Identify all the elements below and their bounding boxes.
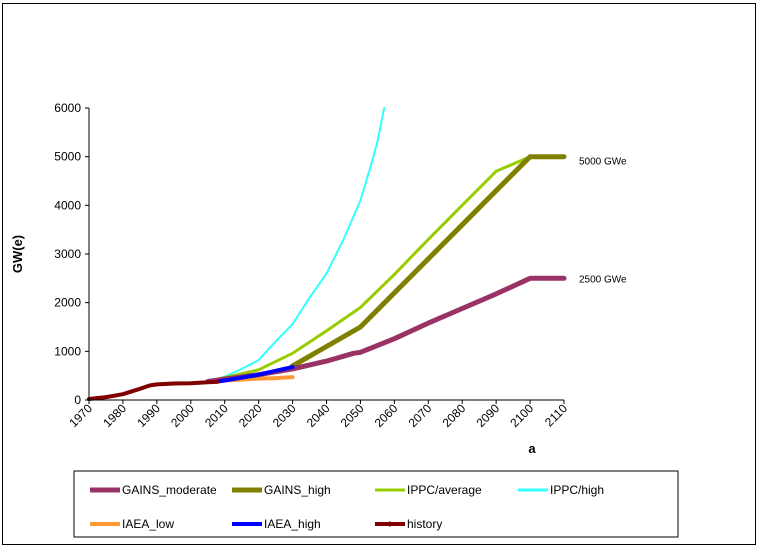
- axes: [85, 107, 565, 404]
- legend-item: IAEA_low: [90, 517, 174, 531]
- legend-item: history: [375, 517, 442, 531]
- annotation-5000: 5000 GWe: [579, 157, 627, 168]
- legend-label: GAINS_moderate: [122, 483, 217, 497]
- y-tick-label: 3000: [54, 247, 81, 261]
- legend-label: IPPC/high: [550, 483, 604, 497]
- x-tick-label: 2030: [270, 401, 299, 430]
- x-tick-label: 2110: [542, 401, 570, 429]
- series-line-ippc-average: [216, 155, 532, 381]
- series-line-history: [87, 379, 220, 401]
- x-tick-label: 2020: [236, 401, 265, 430]
- series-line-iaea-high: [215, 364, 295, 384]
- legend-item: GAINS_high: [232, 483, 331, 497]
- plot-area: [87, 107, 567, 401]
- y-tick-label: 0: [74, 393, 81, 407]
- x-tick-label: 2090: [473, 401, 502, 430]
- x-tick-label: 2080: [440, 401, 469, 430]
- y-tick-label: 4000: [54, 198, 81, 212]
- x-tick-label: 1980: [100, 401, 129, 430]
- legend-label: IAEA_low: [122, 517, 174, 531]
- x-tick-label: 2100: [507, 401, 536, 430]
- x-tick-label: 2010: [202, 401, 231, 430]
- y-tick-label: 5000: [54, 150, 81, 164]
- legend-item: IPPC/average: [375, 483, 482, 497]
- series-line-gains-moderate: [205, 275, 567, 384]
- annotation-2500: 2500 GWe: [579, 274, 627, 285]
- x-tick-label: 2060: [372, 401, 401, 430]
- x-axis-title: a: [528, 441, 536, 456]
- x-tick-label: 2000: [168, 401, 197, 430]
- legend-label: GAINS_high: [264, 483, 331, 497]
- chart-frame: [2, 3, 756, 545]
- y-tick-label: 1000: [54, 344, 81, 358]
- y-tick-label: 2000: [54, 296, 81, 310]
- x-tick-label: 2050: [338, 401, 367, 430]
- x-tick-label: 2070: [406, 401, 435, 430]
- y-tick-labels: 0 1000 2000 3000 4000 5000 6000: [54, 101, 81, 407]
- legend-item: IPPC/high: [518, 483, 604, 497]
- legend-label: IAEA_high: [264, 517, 321, 531]
- series-line-ippc-high: [216, 107, 386, 380]
- x-tick-labels: 1970 1980 1990 2000 2010 2020 2030 2040 2050 2060…: [66, 401, 570, 430]
- y-axis-title: GW(e): [10, 235, 25, 273]
- series-line-gains-high: [290, 154, 567, 369]
- legend-item: GAINS_moderate: [90, 483, 217, 497]
- x-tick-label: 2040: [304, 401, 333, 430]
- legend-item: IAEA_high: [232, 517, 321, 531]
- legend: GAINS_moderate GAINS_high IPPC/average IPPC…: [73, 470, 679, 538]
- legend-label: history: [407, 517, 442, 531]
- legend-marker: [387, 521, 393, 527]
- x-tick-label: 1990: [134, 401, 163, 430]
- y-tick-label: 6000: [54, 101, 81, 115]
- legend-label: IPPC/average: [407, 483, 482, 497]
